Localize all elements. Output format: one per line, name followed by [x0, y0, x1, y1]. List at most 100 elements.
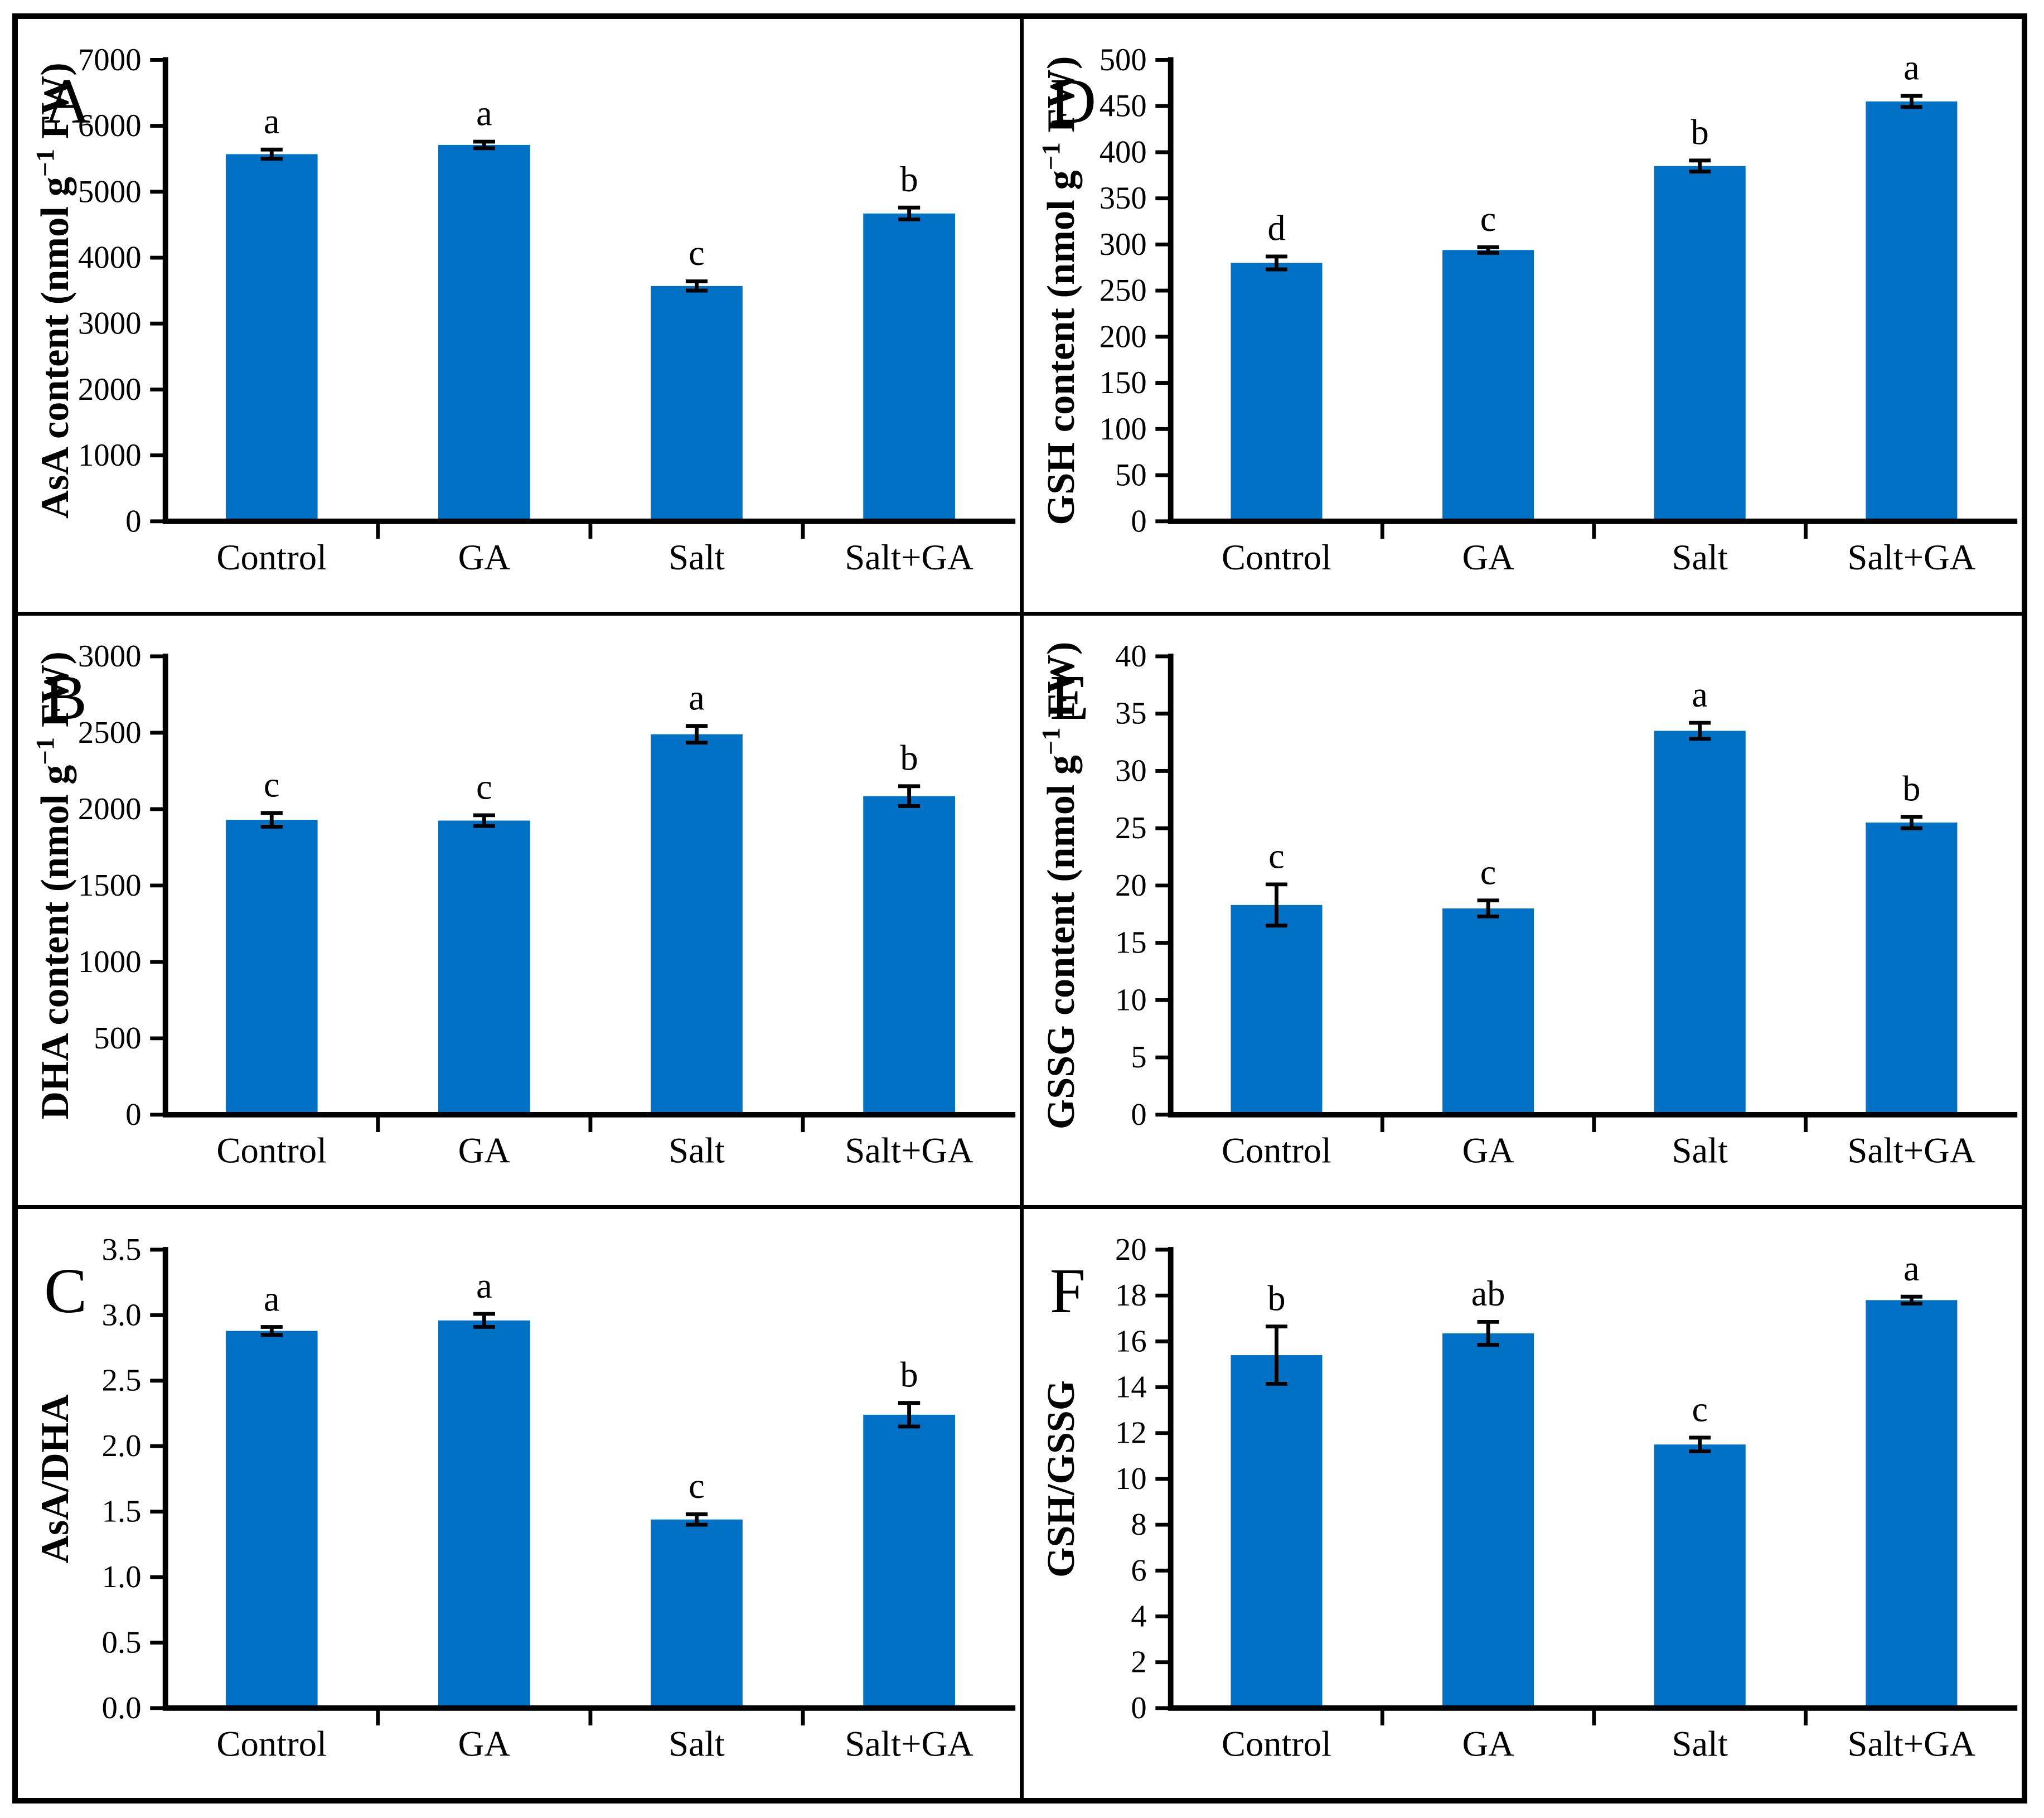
sig-letter-salt-ga: b [900, 159, 918, 199]
y-tick-label: 7000 [78, 42, 142, 78]
y-tick-label: 2.0 [102, 1429, 142, 1463]
sig-letter-salt-ga: a [1903, 1249, 1920, 1288]
y-tick-label: 0.5 [102, 1625, 142, 1660]
category-label-salt-ga: Salt+GA [1848, 1724, 1976, 1763]
panel-letter: D [1050, 65, 1096, 137]
y-tick-label: 5 [1131, 1041, 1146, 1075]
category-label-salt-ga: Salt+GA [845, 1131, 973, 1171]
y-tick-label: 12 [1115, 1415, 1147, 1450]
bar-salt-ga [863, 1414, 955, 1708]
y-tick-label: 500 [94, 1021, 141, 1056]
category-label-salt-ga: Salt+GA [1848, 1131, 1976, 1171]
y-tick-label: 1.0 [102, 1560, 142, 1594]
category-label-control: Control [1222, 1724, 1331, 1763]
category-label-control: Control [216, 1724, 327, 1763]
y-tick-label: 0 [1131, 504, 1146, 539]
y-tick-label: 18 [1115, 1278, 1147, 1313]
bar-control [225, 820, 318, 1115]
sig-letter-salt-ga: b [1902, 769, 1920, 809]
sig-letter-salt: c [689, 233, 705, 273]
category-label-salt-ga: Salt+GA [845, 1724, 973, 1763]
panel-letter: C [44, 1255, 87, 1326]
bar-salt [1654, 731, 1746, 1115]
y-tick-label: 2 [1131, 1645, 1146, 1679]
chart-gsh-content: D 0 50 100 150 200 250 300 350 400 450 500 d Control c… [1037, 42, 2018, 577]
category-label-salt-ga: Salt+GA [845, 537, 973, 577]
y-tick-label: 2.5 [102, 1364, 142, 1398]
sig-letter-salt-ga: b [900, 738, 918, 778]
bar-salt-ga [1866, 1300, 1958, 1708]
bar-control [225, 1331, 318, 1708]
panel-a-asa-content: A 0 1000 2000 3000 4000 5000 6000 7000 a Control a G… [18, 19, 1020, 612]
sig-letter-control: a [264, 101, 280, 141]
y-tick-label: 150 [1100, 365, 1147, 400]
y-tick-label: 1000 [78, 945, 142, 979]
figure-border: A 0 1000 2000 3000 4000 5000 6000 7000 a Control a G… [12, 13, 2027, 1804]
bar-salt [651, 734, 743, 1115]
bar-salt-ga [863, 796, 955, 1115]
panel-letter: E [1050, 662, 1089, 733]
y-tick-label: 10 [1115, 1462, 1147, 1496]
y-tick-label: 0.0 [102, 1691, 142, 1725]
bar-ga [438, 144, 530, 521]
panel-d-gsh-content: D 0 50 100 150 200 250 300 350 400 450 500 d Control c… [1020, 19, 2022, 612]
y-tick-label: 40 [1115, 639, 1147, 674]
y-tick-label: 2500 [78, 715, 142, 750]
sig-letter-control: d [1267, 207, 1285, 248]
category-label-ga: GA [1462, 1724, 1514, 1763]
y-tick-label: 50 [1115, 458, 1147, 493]
category-label-salt: Salt [1672, 537, 1728, 577]
category-label-control: Control [1222, 1131, 1331, 1171]
bar-salt [651, 1519, 743, 1708]
y-tick-label: 16 [1115, 1324, 1147, 1358]
y-tick-label: 400 [1100, 134, 1147, 170]
bar-control [1231, 905, 1323, 1115]
sig-letter-control: c [264, 765, 280, 805]
chart-dha-content: B 0 500 1000 1500 2000 2500 3000 c Control c GA a Sal… [31, 639, 1016, 1171]
y-tick-label: 3000 [78, 639, 142, 674]
chart-asa-content: A 0 1000 2000 3000 4000 5000 6000 7000 a Control a G… [31, 42, 1016, 577]
category-label-control: Control [216, 1131, 327, 1171]
bar-salt [1654, 1444, 1746, 1708]
sig-letter-salt-ga: b [900, 1355, 918, 1394]
y-tick-label: 10 [1115, 983, 1147, 1018]
y-tick-label: 35 [1115, 697, 1147, 731]
panel-c-asa-dha-ratio: C 0.0 0.5 1.0 1.5 2.0 2.5 3.0 3.5 a Control a GA c Sal… [18, 1205, 1020, 1798]
y-tick-label: 3.0 [102, 1298, 142, 1332]
y-tick-label: 1000 [78, 438, 142, 473]
sig-letter-ga: a [476, 93, 492, 133]
category-label-salt: Salt [669, 537, 725, 577]
panel-letter: B [44, 662, 87, 733]
category-label-ga: GA [1462, 1131, 1514, 1171]
chart-gssg-content: E 0 5 10 15 20 25 30 35 40 c Control c GA a Salt b Salt+G… [1036, 639, 2018, 1171]
y-tick-label: 6000 [78, 108, 142, 143]
y-axis-title: GSH/GSSG [1039, 1380, 1083, 1578]
sig-letter-ga: a [476, 1266, 492, 1306]
sig-letter-salt-ga: a [1903, 47, 1920, 88]
sig-letter-ga: c [1480, 199, 1496, 239]
panel-f-gsh-gssg-ratio: F 0 2 4 6 8 10 12 14 16 18 20 b Control ab GA c Salt a Salt… [1020, 1205, 2022, 1798]
chart-gsh-gssg-ratio: F 0 2 4 6 8 10 12 14 16 18 20 b Control ab GA c Salt a Salt… [1039, 1232, 2018, 1763]
category-label-ga: GA [458, 1131, 511, 1171]
sig-letter-control: b [1267, 1278, 1285, 1318]
bar-ga [438, 1320, 530, 1708]
y-tick-label: 500 [1100, 42, 1147, 78]
y-tick-label: 0 [125, 504, 141, 539]
y-tick-label: 250 [1100, 273, 1147, 308]
y-tick-label: 8 [1131, 1507, 1146, 1542]
y-tick-label: 20 [1115, 868, 1147, 903]
bar-ga [438, 820, 530, 1115]
panel-b-dha-content: B 0 500 1000 1500 2000 2500 3000 c Control c GA a Sal… [18, 612, 1020, 1205]
y-tick-label: 300 [1100, 227, 1147, 262]
category-label-salt: Salt [669, 1724, 725, 1763]
y-tick-label: 0 [1131, 1691, 1146, 1725]
bar-salt [1654, 166, 1746, 521]
y-tick-label: 3.5 [102, 1232, 142, 1267]
y-tick-label: 20 [1115, 1232, 1147, 1267]
y-tick-label: 4 [1131, 1599, 1146, 1633]
y-tick-label: 200 [1100, 319, 1147, 354]
y-tick-label: 5000 [78, 174, 142, 209]
bar-ga [1442, 1333, 1534, 1708]
y-tick-label: 1.5 [102, 1494, 142, 1529]
y-axis-title: GSH content (nmol g−1 FW) [1037, 56, 1083, 525]
